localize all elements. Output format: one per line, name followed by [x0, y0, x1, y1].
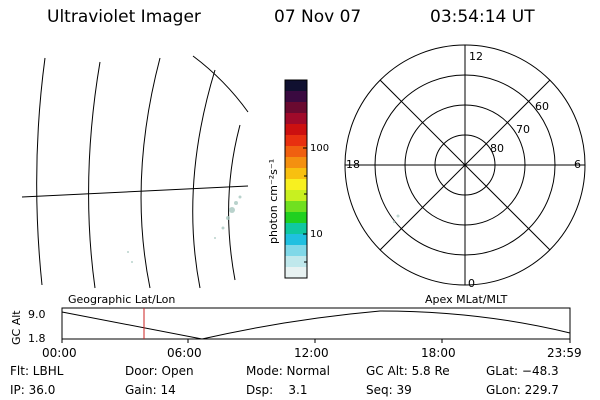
colorbar-unit-label: photon cm⁻²s⁻¹: [267, 159, 280, 244]
gain-status: Gain: 14: [125, 383, 176, 397]
latitude-line: [21, 185, 249, 198]
mlt-label-12: 12: [469, 50, 483, 63]
colorbar-segment: [285, 267, 307, 279]
timeline-ytick: 1.8: [28, 332, 46, 345]
timeline-ytick: 9.0: [28, 308, 46, 321]
date-label: 07 Nov 07: [274, 7, 362, 27]
geographic-map: [21, 55, 249, 289]
instrument-title: Ultraviolet Imager: [47, 7, 201, 27]
longitude-line: [192, 69, 216, 289]
timeline-xtick-label: 12:00: [294, 346, 329, 360]
colorbar-segment: [285, 223, 307, 235]
filter-status: Flt: LBHL: [10, 364, 64, 378]
colorbar-segment: [285, 157, 307, 169]
lat-label-70: 70: [516, 123, 530, 136]
timeline-xtick-label: 18:00: [421, 346, 456, 360]
colorbar-tick-label: 100: [310, 143, 329, 154]
colorbar-segment: [285, 168, 307, 180]
mlt-label-0: 0: [468, 277, 475, 290]
longitude-line: [140, 57, 161, 289]
colorbar-segment: [285, 212, 307, 224]
longitude-line: [88, 61, 101, 289]
boundary-curve: [192, 55, 249, 113]
longitude-line: [228, 124, 241, 281]
mlt-diagonal: [379, 79, 551, 251]
altitude-timeline: GC Alt 9.0 1.8: [10, 307, 571, 345]
ip-status: IP: 36.0: [10, 383, 56, 397]
altitude-curve: [61, 310, 571, 340]
uv-emission-patch: [127, 195, 242, 263]
colorbar-segment: [285, 201, 307, 213]
timeline-xtick-label: 06:00: [167, 346, 202, 360]
colorbar-tick-label: 10: [310, 229, 323, 240]
dsp-status: Dsp: 3.1: [246, 383, 308, 397]
uv-emission-patch: [392, 214, 400, 224]
mlt-label-18: 18: [346, 158, 360, 171]
colorbar-segment: [285, 113, 307, 125]
apex-title: Apex MLat/MLT: [425, 293, 508, 306]
mlt-label-6: 6: [574, 158, 581, 171]
colorbar-segment: [285, 80, 307, 92]
colorbar-segment: [285, 135, 307, 147]
door-status: Door: Open: [125, 364, 194, 378]
timeline-xtick-label: 23:59: [547, 346, 582, 360]
polar-plot: 12 18 6 0 60 70 80: [344, 44, 586, 290]
gc-alt-status: GC Alt: 5.8 Re: [366, 364, 450, 378]
mode-status: Mode: Normal: [246, 364, 330, 378]
geographic-title: Geographic Lat/Lon: [68, 293, 176, 306]
colorbar-segment: [285, 245, 307, 257]
time-label: 03:54:14 UT: [430, 7, 535, 27]
timeline-xtick-label: 00:00: [42, 346, 77, 360]
colorbar-frame: [284, 79, 308, 279]
colorbar-segment: [285, 179, 307, 191]
colorbar-segment: [285, 256, 307, 268]
lat-label-80: 80: [490, 142, 504, 155]
colorbar-segment: [285, 190, 307, 202]
intensity-colorbar: 100 10 photon cm⁻²s⁻¹: [267, 79, 329, 279]
seq-status: Seq: 39: [366, 383, 412, 397]
colorbar-segment: [285, 91, 307, 103]
colorbar-segment: [285, 146, 307, 158]
lat-label-60: 60: [535, 100, 549, 113]
colorbar-segment: [285, 124, 307, 136]
colorbar-segment: [285, 102, 307, 114]
longitude-line: [36, 57, 46, 286]
glon-status: GLon: 229.7: [486, 383, 559, 397]
colorbar-segment: [285, 234, 307, 246]
glat-status: GLat: −48.3: [486, 364, 559, 378]
timeline-ylabel: GC Alt: [10, 310, 23, 345]
timeline-frame: [61, 307, 571, 340]
